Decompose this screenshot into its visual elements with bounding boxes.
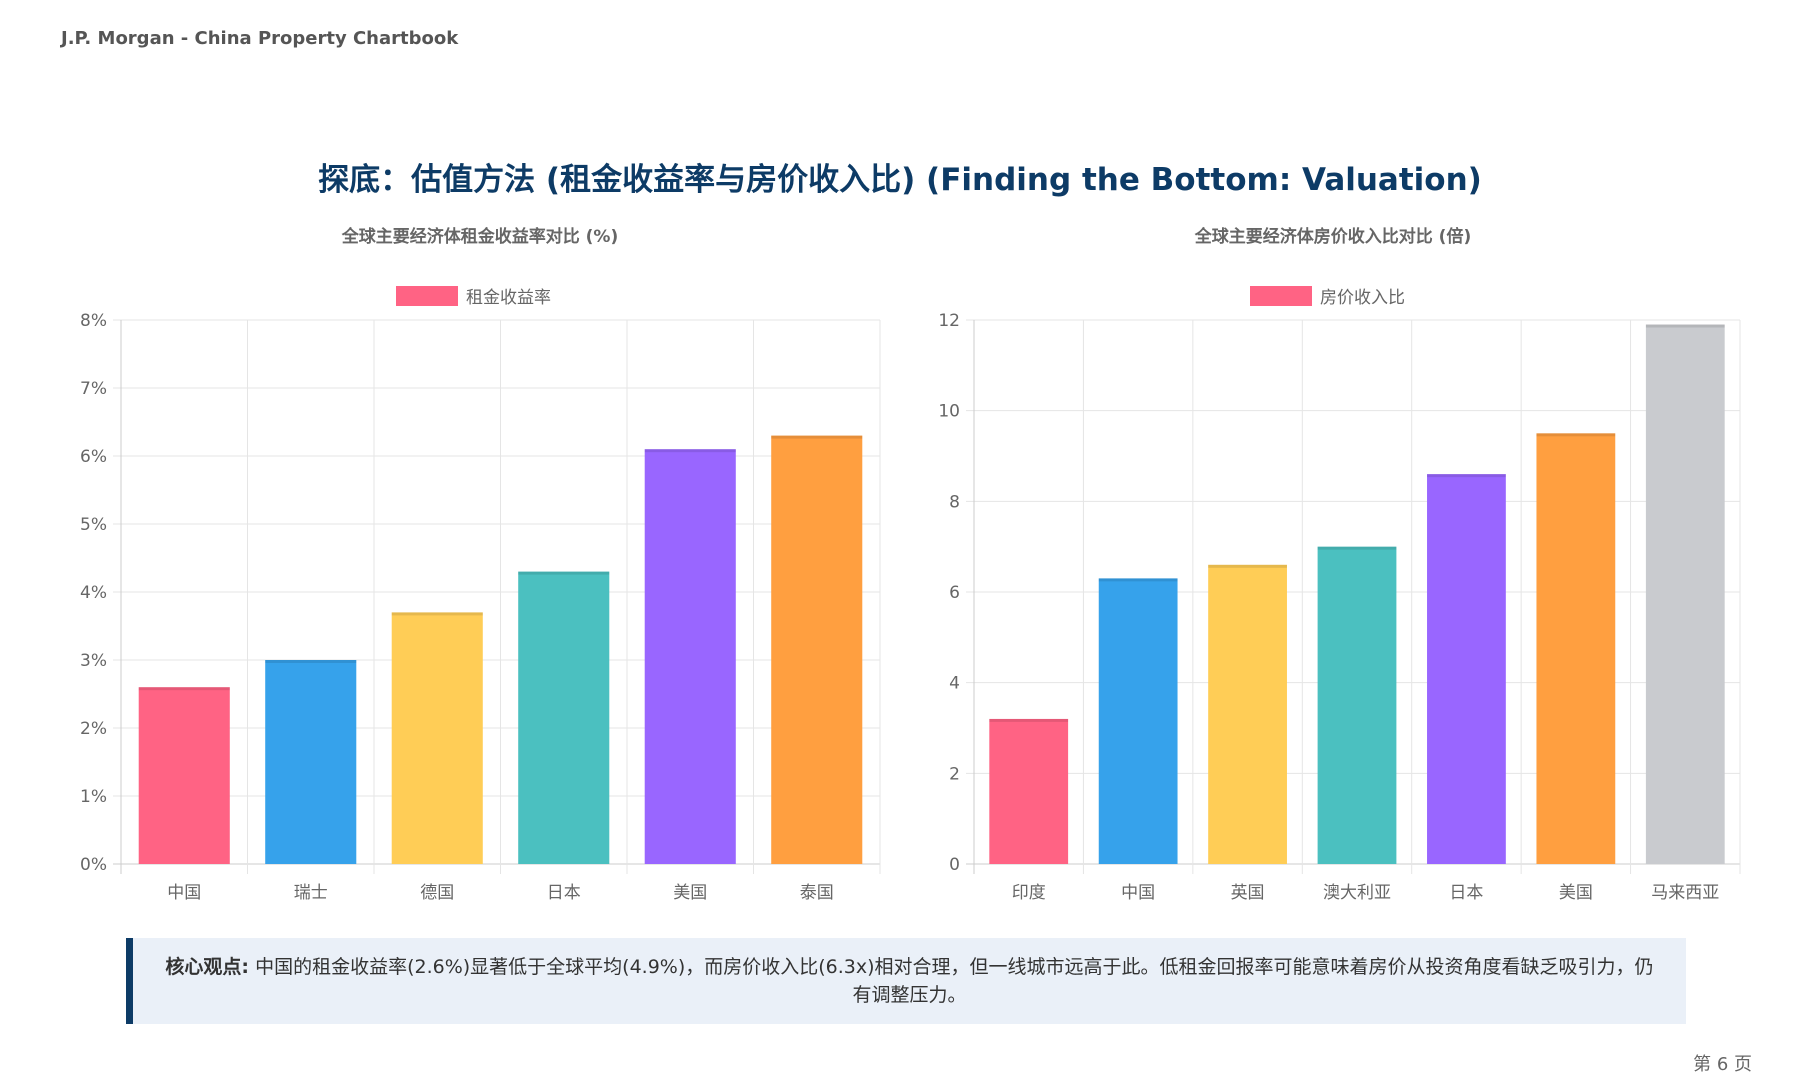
- callout-label: 核心观点:: [165, 956, 250, 978]
- bar-top-edge: [138, 687, 230, 691]
- y-tick-label: 6: [949, 583, 960, 603]
- bar: [138, 687, 230, 864]
- chart-legend: 租金收益率: [396, 286, 551, 308]
- bar-top-edge: [989, 718, 1069, 722]
- legend-label: 房价收入比: [1320, 288, 1405, 308]
- chart-title: 全球主要经济体房价收入比对比 (倍): [1194, 226, 1471, 247]
- key-insight-callout: 核心观点: 中国的租金收益率(2.6%)显著低于全球平均(4.9%)，而房价收入…: [126, 938, 1686, 1024]
- bar-top-edge: [1208, 564, 1287, 568]
- bar: [1098, 578, 1178, 864]
- y-tick-label: 8%: [80, 311, 107, 331]
- bar: [644, 449, 736, 864]
- bar-top-edge: [1645, 324, 1725, 328]
- bar: [771, 435, 863, 864]
- bar: [989, 718, 1069, 864]
- callout-body: 中国的租金收益率(2.6%)显著低于全球平均(4.9%)，而房价收入比(6.3x…: [249, 956, 1654, 1006]
- legend-swatch: [396, 286, 458, 306]
- x-tick-label: 美国: [673, 883, 707, 903]
- bar: [265, 660, 357, 864]
- page-title: 探底：估值方法 (租金收益率与房价收入比) (Finding the Botto…: [318, 162, 1482, 198]
- bar: [1536, 433, 1616, 864]
- chart-grid: [113, 319, 881, 874]
- bar-top-edge: [391, 612, 483, 616]
- y-tick-label: 6%: [80, 447, 107, 467]
- bar: [1208, 564, 1287, 864]
- bar-top-edge: [518, 571, 610, 575]
- x-tick-label: 中国: [1121, 883, 1155, 903]
- bar-top-edge: [1317, 546, 1397, 550]
- y-tick-label: 2%: [80, 719, 107, 739]
- x-tick-label: 日本: [547, 883, 581, 903]
- bar-top-edge: [1536, 433, 1616, 437]
- page-number: 第 6 页: [1693, 1054, 1752, 1075]
- chart-bars: [989, 324, 1725, 864]
- y-tick-label: 0%: [80, 855, 107, 875]
- x-tick-label: 美国: [1559, 883, 1593, 903]
- y-tick-label: 8: [949, 492, 960, 512]
- x-tick-label: 瑞士: [294, 883, 328, 903]
- chart-title: 全球主要经济体租金收益率对比 (%): [341, 226, 619, 247]
- x-tick-label: 印度: [1012, 883, 1046, 903]
- bar: [391, 612, 483, 864]
- y-tick-label: 1%: [80, 787, 107, 807]
- callout-text: 核心观点: 中国的租金收益率(2.6%)显著低于全球平均(4.9%)，而房价收入…: [157, 953, 1662, 1009]
- y-tick-label: 12: [938, 311, 960, 331]
- y-tick-label: 7%: [80, 379, 107, 399]
- legend-swatch: [1250, 286, 1312, 306]
- chart-bars: [138, 435, 863, 864]
- y-tick-label: 3%: [80, 651, 107, 671]
- x-tick-label: 马来西亚: [1651, 883, 1719, 903]
- header-brand: J.P. Morgan - China Property Chartbook: [61, 28, 459, 49]
- x-tick-label: 英国: [1231, 883, 1265, 903]
- bar: [1645, 324, 1725, 864]
- x-tick-label: 泰国: [800, 883, 834, 903]
- bar-top-edge: [644, 449, 736, 453]
- chart-legend: 房价收入比: [1250, 286, 1405, 308]
- x-tick-label: 德国: [420, 883, 454, 903]
- x-tick-label: 中国: [167, 883, 201, 903]
- chart-ticks: 0% 1% 2% 3% 4% 5% 6% 7% 8% 中国 瑞士 德国 日本 美国 泰国: [80, 311, 834, 903]
- bar: [1427, 474, 1506, 864]
- y-tick-label: 0: [949, 855, 960, 875]
- x-tick-label: 日本: [1449, 883, 1483, 903]
- y-tick-label: 5%: [80, 515, 107, 535]
- rental-yield-chart: 全球主要经济体租金收益率对比 (%) 租金收益率 0% 1% 2% 3% 4% 5% 6% 7…: [80, 226, 881, 903]
- bar-top-edge: [771, 435, 863, 439]
- price-income-chart: 全球主要经济体房价收入比对比 (倍) 房价收入比 0 2 4 6 8 10 12 印度 中国 英国…: [938, 226, 1741, 903]
- x-tick-label: 澳大利亚: [1323, 883, 1391, 903]
- y-tick-label: 4%: [80, 583, 107, 603]
- bar-top-edge: [1098, 578, 1178, 582]
- bar: [518, 571, 610, 864]
- bar-top-edge: [265, 660, 357, 663]
- bar-top-edge: [1427, 474, 1506, 478]
- y-tick-label: 4: [949, 674, 960, 694]
- y-tick-label: 10: [938, 402, 960, 422]
- chart-ticks: 0 2 4 6 8 10 12 印度 中国 英国 澳大利亚 日本 美国 马来西亚: [938, 311, 1719, 903]
- y-tick-label: 2: [949, 764, 960, 784]
- bar: [1317, 546, 1397, 864]
- legend-label: 租金收益率: [466, 288, 551, 308]
